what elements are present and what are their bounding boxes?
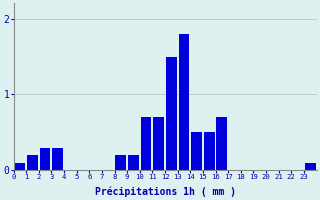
Bar xyxy=(141,117,151,170)
X-axis label: Précipitations 1h ( mm ): Précipitations 1h ( mm ) xyxy=(94,186,236,197)
Bar xyxy=(179,34,189,170)
Bar xyxy=(191,132,202,170)
Bar xyxy=(128,155,139,170)
Bar xyxy=(52,148,63,170)
Bar xyxy=(116,155,126,170)
Bar xyxy=(153,117,164,170)
Bar xyxy=(216,117,227,170)
Bar xyxy=(166,57,177,170)
Bar xyxy=(27,155,38,170)
Bar xyxy=(14,163,25,170)
Bar xyxy=(305,163,316,170)
Bar xyxy=(40,148,51,170)
Bar xyxy=(204,132,215,170)
